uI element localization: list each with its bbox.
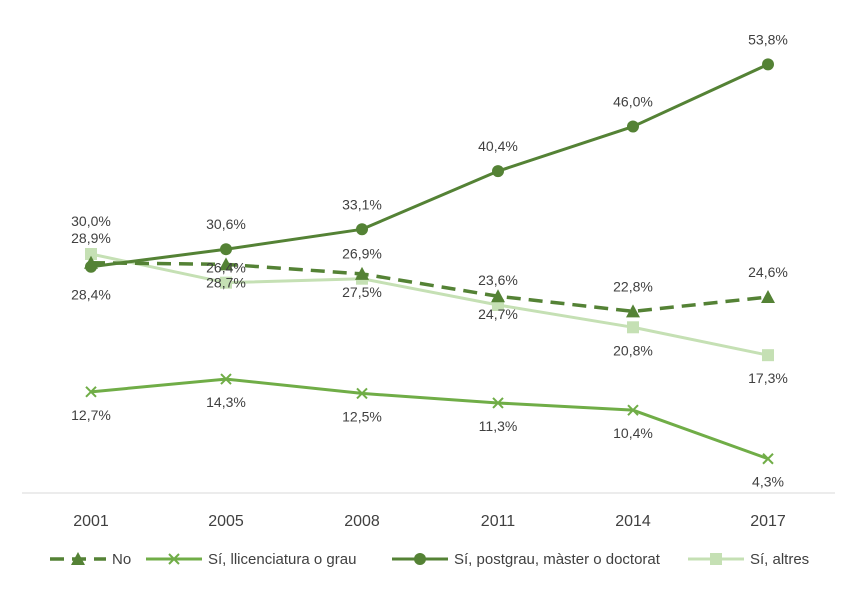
data-label: 14,3% — [206, 394, 246, 410]
data-point — [85, 261, 97, 273]
legend-label: No — [112, 551, 131, 568]
legend-item: Sí, llicenciatura o grau — [146, 551, 356, 568]
data-label: 46,0% — [613, 94, 653, 110]
series-line — [91, 254, 768, 355]
legend: No Sí, llicenciatura o grau Sí, postgrau, … — [50, 551, 809, 568]
x-tick-label: 2005 — [208, 513, 244, 530]
series-layer — [84, 58, 775, 463]
x-tick-labels: 2001 2005 2008 2011 2014 2017 — [73, 513, 786, 530]
data-point — [762, 349, 774, 361]
data-label: 30,6% — [206, 216, 246, 232]
data-labels: 30,0% 26,4% 26,9% 23,6% 20,8% 17,3% 12,7% 14,3%… — [71, 31, 788, 489]
data-label: 23,6% — [478, 272, 518, 288]
legend-label: Sí, llicenciatura o grau — [208, 551, 356, 568]
data-label: 33,1% — [342, 196, 382, 212]
legend-label: Sí, postgrau, màster o doctorat — [454, 551, 661, 568]
legend-label: Sí, altres — [750, 551, 809, 568]
data-point — [356, 223, 368, 235]
data-point — [627, 121, 639, 133]
series-0 — [84, 256, 775, 318]
data-label: 27,5% — [342, 284, 382, 300]
data-label: 28,4% — [71, 287, 111, 303]
data-label: 22,8% — [613, 278, 653, 294]
x-tick-label: 2011 — [481, 513, 516, 530]
legend-marker — [414, 553, 426, 565]
data-point — [492, 165, 504, 177]
data-label: 30,0% — [71, 213, 111, 229]
data-label: 12,7% — [71, 407, 111, 423]
data-label: 28,9% — [71, 230, 111, 246]
data-label: 26,4% — [206, 260, 246, 276]
data-label: 28,7% — [206, 274, 246, 290]
series-1 — [86, 374, 773, 464]
x-tick-label: 2017 — [750, 513, 786, 530]
legend-item: Sí, altres — [688, 551, 809, 568]
data-point — [220, 243, 232, 255]
series-2 — [85, 58, 774, 272]
data-label: 53,8% — [748, 31, 788, 47]
data-label: 10,4% — [613, 425, 653, 441]
data-point — [627, 321, 639, 333]
data-label: 40,4% — [478, 138, 518, 154]
data-label: 12,5% — [342, 408, 382, 424]
legend-item: Sí, postgrau, màster o doctorat — [392, 551, 661, 568]
data-label: 17,3% — [748, 370, 788, 386]
x-tick-label: 2008 — [344, 513, 380, 530]
legend-marker — [710, 553, 722, 565]
series-line — [91, 263, 768, 312]
x-tick-label: 2014 — [615, 513, 651, 530]
data-label: 11,3% — [479, 418, 518, 434]
data-point — [762, 58, 774, 70]
data-label: 24,6% — [748, 264, 788, 280]
legend-item: No — [50, 551, 131, 568]
series-line — [91, 64, 768, 266]
data-label: 26,9% — [342, 246, 382, 262]
x-tick-label: 2001 — [73, 513, 109, 530]
data-point — [761, 290, 775, 303]
data-label: 20,8% — [613, 342, 653, 358]
data-label: 24,7% — [478, 306, 518, 322]
series-line — [91, 379, 768, 459]
data-label: 4,3% — [752, 474, 784, 490]
